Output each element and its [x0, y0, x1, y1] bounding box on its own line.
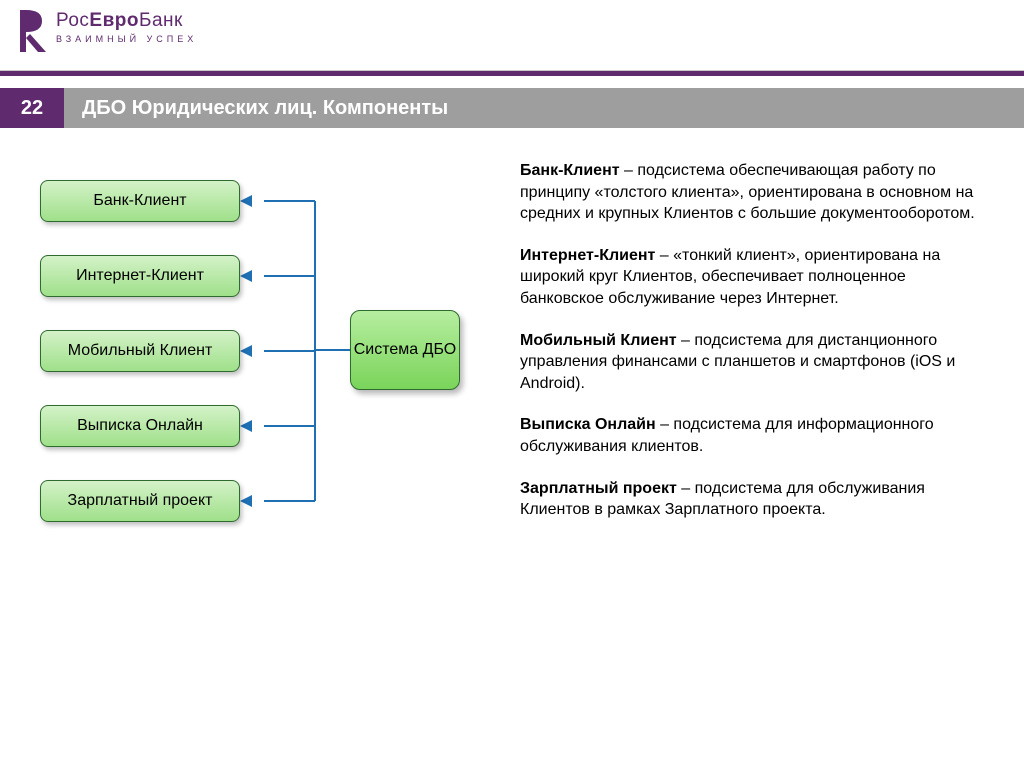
diagram-leaf-label: Зарплатный проект [68, 492, 213, 510]
slide-title: ДБО Юридических лиц. Компоненты [64, 88, 1024, 128]
description-block: Зарплатный проект – подсистема для обслу… [520, 478, 994, 521]
descriptions: Банк-Клиент – подсистема обеспечивающая … [520, 160, 994, 541]
description-block: Банк-Клиент – подсистема обеспечивающая … [520, 160, 994, 225]
logo-mark-icon [20, 10, 50, 52]
diagram-leaf: Банк-Клиент [40, 180, 240, 222]
divider-bar [0, 70, 1024, 76]
diagram-leaf: Мобильный Клиент [40, 330, 240, 372]
diagram-hub: Система ДБО [350, 310, 460, 390]
diagram-hub-label: Система ДБО [354, 340, 456, 360]
description-block: Интернет-Клиент – «тонкий клиент», ориен… [520, 245, 994, 310]
brand-name: РосЕвроБанк [56, 10, 197, 32]
description-block: Выписка Онлайн – подсистема для информац… [520, 414, 994, 457]
brand-tagline: ВЗАИМНЫЙ УСПЕХ [56, 34, 197, 44]
diagram-leaf: Выписка Онлайн [40, 405, 240, 447]
slide-number: 22 [0, 88, 64, 128]
diagram-leaf-label: Мобильный Клиент [68, 342, 213, 360]
title-row: 22 ДБО Юридических лиц. Компоненты [0, 88, 1024, 128]
description-term: Банк-Клиент [520, 162, 620, 179]
diagram: Система ДБО Банк-Клиент Интернет-Клиент Мо… [20, 160, 500, 580]
diagram-leaf-label: Интернет-Клиент [76, 267, 204, 285]
diagram-leaf: Интернет-Клиент [40, 255, 240, 297]
diagram-leaf-label: Банк-Клиент [93, 192, 186, 210]
description-term: Интернет-Клиент [520, 247, 655, 264]
logo: РосЕвроБанк ВЗАИМНЫЙ УСПЕХ [20, 10, 197, 52]
description-block: Мобильный Клиент – подсистема для дистан… [520, 330, 994, 395]
description-term: Выписка Онлайн [520, 416, 656, 433]
diagram-leaf: Зарплатный проект [40, 480, 240, 522]
description-term: Зарплатный проект [520, 480, 677, 497]
diagram-leaf-label: Выписка Онлайн [77, 417, 203, 435]
description-term: Мобильный Клиент [520, 332, 677, 349]
